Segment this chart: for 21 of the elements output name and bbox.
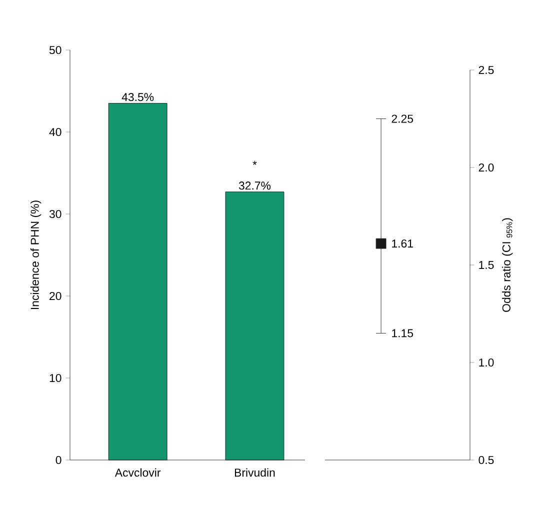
annotation: 2.25: [392, 114, 414, 123]
annotation: 1.15: [392, 329, 414, 338]
data-label: 43.5%: [122, 92, 154, 102]
y-tick-label: 0: [56, 456, 62, 464]
y-tick-label: 10: [50, 374, 62, 382]
y-tick-label: 20: [50, 292, 62, 300]
y-tick-label: 30: [49, 210, 62, 218]
y-axis-title: Incidence of PHN (%): [30, 200, 42, 310]
y-tick-label: 50: [49, 46, 62, 54]
y-tick-label: 1.0: [479, 358, 494, 367]
y-tick-label: 2.0: [478, 163, 494, 172]
x-tick-label: Brivudin: [234, 468, 275, 477]
y-axis-title: Odds ratio (CI $_{95%}$): [502, 218, 513, 312]
y-tick-label: 1.5: [479, 261, 494, 269]
x-tick-label: Acvclovir: [114, 468, 161, 477]
data-label: 1.61: [392, 239, 413, 248]
data-label: 32.7%: [238, 182, 271, 190]
annotation: *: [252, 160, 257, 165]
y-tick-label: 40: [49, 128, 62, 136]
y-tick-label: 0.5: [478, 456, 494, 464]
y-tick-label: 2.5: [478, 66, 494, 74]
